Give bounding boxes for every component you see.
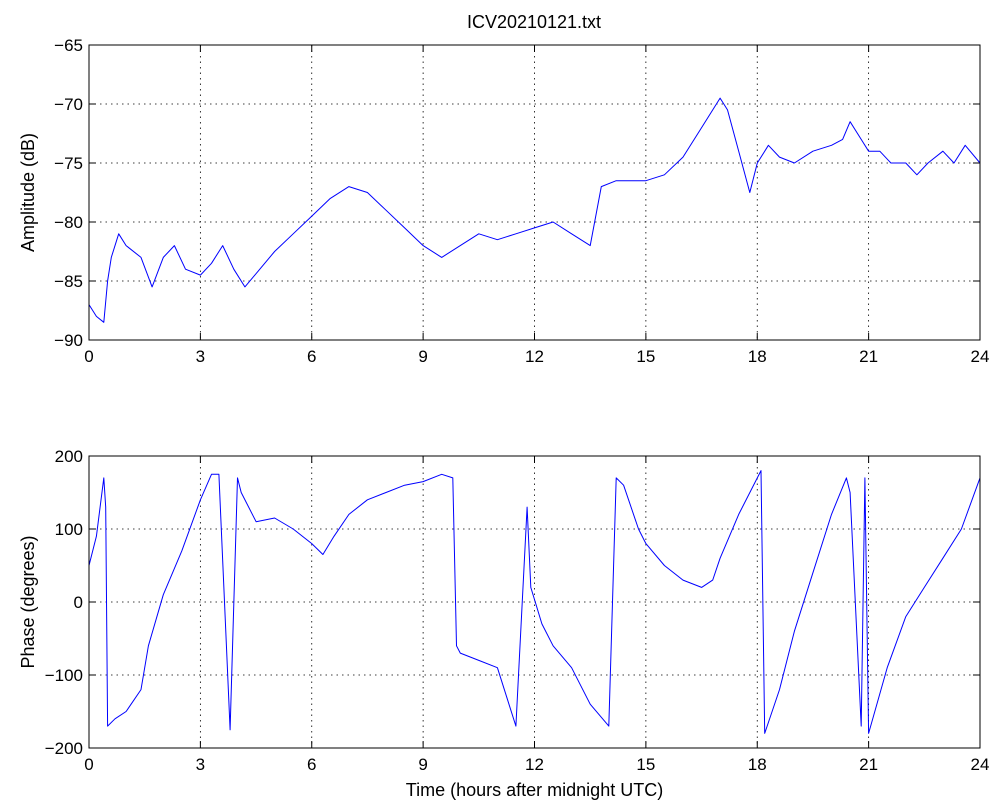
- phase-y-axis-label: Phase (degrees): [18, 535, 38, 668]
- phase-x-tick-label: 3: [196, 755, 205, 774]
- amplitude-y-tick-label: −65: [54, 36, 83, 55]
- chart-title: ICV20210121.txt: [467, 12, 601, 32]
- amplitude-x-tick-label: 18: [748, 347, 767, 366]
- phase-plot-frame: [88, 455, 981, 749]
- amplitude-y-axis-label: Amplitude (dB): [18, 133, 38, 252]
- phase-x-tick-label: 6: [307, 755, 316, 774]
- phase-x-tick-label: 9: [418, 755, 427, 774]
- amplitude-x-tick-label: 15: [636, 347, 655, 366]
- amplitude-plot-frame: [88, 44, 981, 341]
- phase-panel: 0 3 6 9 12 15 18 21 24 200 100 0 −100 −200 Phase (degr…: [18, 447, 989, 800]
- amplitude-x-tick-label: 0: [84, 347, 93, 366]
- amplitude-x-tick-label: 3: [196, 347, 205, 366]
- amplitude-x-tick-label: 24: [971, 347, 990, 366]
- amplitude-y-tick-label: −70: [54, 95, 83, 114]
- phase-y-tick-label: −100: [45, 666, 83, 685]
- phase-x-tick-label: 12: [525, 755, 544, 774]
- phase-y-tick-label: 0: [74, 593, 83, 612]
- phase-y-tick-label: 100: [55, 520, 83, 539]
- amplitude-y-tick-label: −85: [54, 272, 83, 291]
- phase-x-tick-label: 18: [748, 755, 767, 774]
- amplitude-y-tick-label: −90: [54, 331, 83, 350]
- phase-x-axis-label: Time (hours after midnight UTC): [406, 780, 663, 800]
- amplitude-x-tick-label: 6: [307, 347, 316, 366]
- amplitude-panel: 0 3 6 9 12 15 18 21 24 −65 −70 −75 −80 −85 −90 Amplitud…: [18, 36, 989, 366]
- amplitude-x-tick-label: 9: [418, 347, 427, 366]
- phase-y-tick-label: −200: [45, 739, 83, 758]
- phase-x-tick-label: 0: [84, 755, 93, 774]
- amplitude-x-tick-label: 21: [859, 347, 878, 366]
- phase-x-tick-label: 15: [636, 755, 655, 774]
- amplitude-y-tick-label: −80: [54, 213, 83, 232]
- phase-x-tick-label: 24: [971, 755, 990, 774]
- amplitude-series-line: [88, 97, 981, 323]
- phase-y-tick-label: 200: [55, 447, 83, 466]
- amplitude-x-tick-label: 12: [525, 347, 544, 366]
- phase-x-tick-label: 21: [859, 755, 878, 774]
- phase-series-line: [88, 470, 981, 734]
- amplitude-y-tick-label: −75: [54, 154, 83, 173]
